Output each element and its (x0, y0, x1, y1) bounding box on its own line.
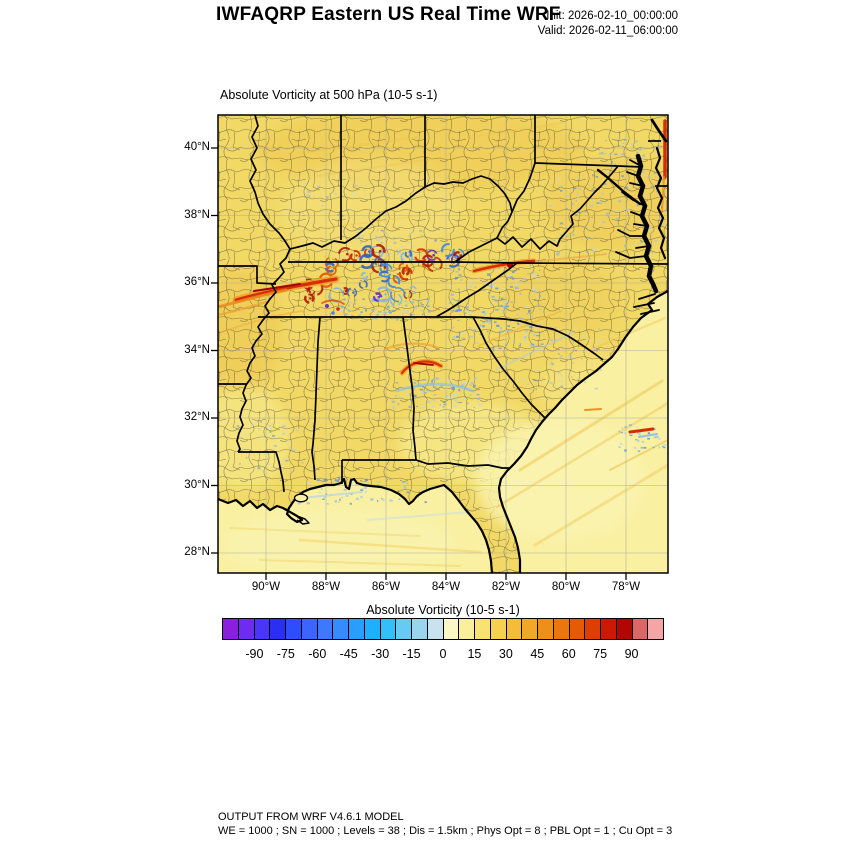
colorbar-tick-label: -30 (371, 647, 390, 661)
lon-tick-label: 82°W (491, 581, 521, 593)
colorbar-cell (396, 619, 412, 639)
colorbar-tick-label: -90 (245, 647, 264, 661)
map-frame (217, 114, 669, 574)
colorbar-cell (459, 619, 475, 639)
plot-title: Absolute Vorticity at 500 hPa (10-5 s-1) (220, 88, 438, 102)
colorbar-cell (632, 619, 649, 639)
lon-tick-label: 84°W (431, 581, 461, 593)
colorbar-tick-label: 75 (593, 647, 608, 661)
lat-tick-label: 40°N (184, 141, 210, 153)
lon-tick-label: 78°W (611, 581, 641, 593)
colorbar-tick-label: 90 (624, 647, 639, 661)
colorbar-cell (616, 619, 633, 639)
lon-tick-label: 88°W (311, 581, 341, 593)
colorbar-cell (254, 619, 271, 639)
colorbar-cell (585, 619, 601, 639)
colorbar-tick-label: -60 (308, 647, 327, 661)
colorbar-tick-label: 45 (530, 647, 545, 661)
colorbar-cell (601, 619, 617, 639)
colorbar-tick-label: 15 (467, 647, 482, 661)
colorbar-cell (270, 619, 286, 639)
colorbar-cell (238, 619, 255, 639)
colorbar-cell (569, 619, 586, 639)
footer: OUTPUT FROM WRF V4.6.1 MODEL WE = 1000 ;… (218, 810, 672, 838)
colorbar-cell (364, 619, 381, 639)
colorbar-cell (301, 619, 318, 639)
colorbar-cell (522, 619, 538, 639)
page-title: IWFAQRP Eastern US Real Time WRF (216, 4, 561, 25)
colorbar-tick-label: -15 (402, 647, 421, 661)
colorbar (222, 618, 664, 640)
colorbar-tick-label: -75 (276, 647, 295, 661)
footer-model-line: OUTPUT FROM WRF V4.6.1 MODEL (218, 811, 404, 823)
colorbar-cell (286, 619, 302, 639)
colorbar-cell (333, 619, 349, 639)
colorbar-cell (349, 619, 365, 639)
lon-tick-label: 86°W (371, 581, 401, 593)
colorbar-tick-label: 60 (561, 647, 576, 661)
lat-tick-label: 36°N (184, 276, 210, 288)
colorbar-cell (553, 619, 570, 639)
lat-tick-label: 32°N (184, 411, 210, 423)
colorbar-cell (427, 619, 444, 639)
colorbar-cell (538, 619, 554, 639)
colorbar-cell (475, 619, 491, 639)
init-timestamp: Init: 2026-02-10_00:00:00 (546, 10, 678, 22)
lat-tick-label: 38°N (184, 208, 210, 221)
colorbar-cell (380, 619, 397, 639)
colorbar-cell (317, 619, 334, 639)
colorbar-cell (506, 619, 523, 639)
colorbar-title: Absolute Vorticity (10-5 s-1) (366, 603, 520, 617)
colorbar-cell (412, 619, 428, 639)
colorbar-tick-label: 30 (498, 647, 513, 661)
lat-tick-label: 34°N (184, 343, 210, 356)
map-layers (218, 115, 668, 573)
colorbar-tick-label: -45 (339, 647, 358, 661)
colorbar-cell (490, 619, 507, 639)
timestamps: Init: 2026-02-10_00:00:00 Valid: 2026-02… (508, 9, 678, 39)
lon-tick-label: 80°W (551, 581, 581, 593)
lon-tick-label: 90°W (251, 581, 281, 593)
colorbar-cell (223, 619, 239, 639)
lat-tick-label: 28°N (184, 546, 210, 558)
valid-timestamp: Valid: 2026-02-11_06:00:00 (537, 25, 678, 37)
footer-config-line: WE = 1000 ; SN = 1000 ; Levels = 38 ; Di… (218, 825, 673, 837)
colorbar-cell (648, 619, 663, 639)
lat-tick-label: 30°N (184, 478, 210, 491)
colorbar-cell (443, 619, 460, 639)
colorbar-tick-label: 0 (439, 647, 447, 661)
